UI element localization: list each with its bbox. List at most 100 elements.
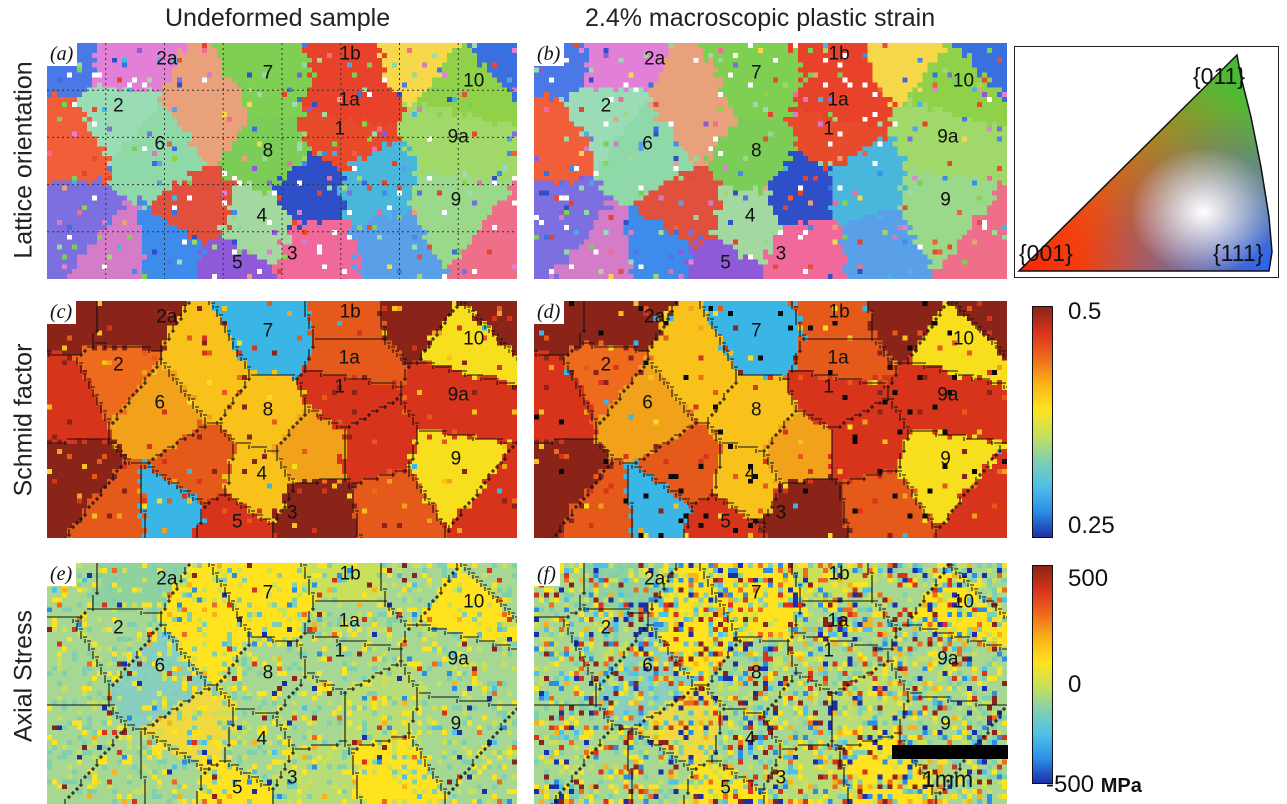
stress-colorbar [1032,565,1053,784]
grain-label-9a: 9a [937,648,959,670]
grain-label-3: 3 [775,243,787,265]
ipf-label-111: {111} [1213,240,1264,266]
grain-label-6: 6 [642,133,653,155]
grain-label-4: 4 [256,463,268,485]
grain-label-8: 8 [262,662,274,684]
grain-label-5: 5 [232,777,243,799]
grain-label-10: 10 [463,70,485,92]
panel-b-lattice-orientation-strained: (b) 2a 1b 7 10 2 1a 1 6 8 9a 4 9 5 3 [534,43,1007,279]
row-label-axial-stress: Axial Stress [9,610,38,742]
grain-boundaries [47,301,517,538]
grain-label-9: 9 [940,189,951,211]
panel-label: (e) [47,563,77,586]
stress-map [534,563,1007,804]
grain-label-2a: 2a [156,48,178,70]
grain-label-9: 9 [450,713,462,735]
grain-label-3: 3 [287,243,298,265]
orientation-map [534,43,1007,279]
grain-label-2: 2 [113,354,124,376]
grain-label-10: 10 [952,328,975,350]
grain-label-9: 9 [940,448,951,470]
grain-label-8: 8 [262,399,274,421]
ipf-label-001: {001} [1019,240,1073,266]
grain-label-5: 5 [720,511,731,533]
grain-label-9a: 9a [447,384,469,406]
grain-boundary-lines [534,563,1007,804]
grain-label-10: 10 [952,591,975,613]
grain-label-1: 1 [334,118,346,140]
grain-label-6: 6 [154,392,166,414]
grain-label-10: 10 [463,591,485,613]
grain-label-8: 8 [751,399,762,421]
stress-colorbar-max: 500 [1068,565,1109,592]
grain-label-3: 3 [775,502,787,524]
panel-label: (b) [534,43,565,66]
grain-boundaries [534,563,1007,804]
grain-boundary-lines [47,563,517,804]
schmid-colorbar-min: 0.25 [1068,512,1115,539]
grain-label-1a: 1a [338,347,360,369]
column-title-undeformed: Undeformed sample [165,4,391,32]
panel-label: (d) [534,301,565,324]
grain-boundaries [47,563,517,804]
grid-overlay [47,43,517,279]
grain-label-2a: 2a [644,48,666,70]
panel-a-lattice-orientation-undeformed: (a) 2a 1b 7 10 2 1a 1 6 8 9a 4 9 5 3 [47,43,517,279]
grain-label-1: 1 [823,640,834,662]
grain-label-3: 3 [287,767,298,789]
scale-bar-label: 1mm [922,766,974,792]
stress-colorbar-min: -500 MPa [1046,773,1142,798]
schmid-colorbar [1032,306,1053,538]
grain-label-1: 1 [823,376,834,398]
grain-label-9a: 9a [937,384,959,406]
row-label-lattice-orientation: Lattice orientation [9,61,38,259]
grain-label-8: 8 [262,140,274,162]
grain-label-1b: 1b [828,563,850,585]
grain-boundary-lines [47,301,517,538]
grain-label-4: 4 [744,205,756,227]
grain-label-1a: 1a [827,347,849,369]
grain-label-2a: 2a [644,306,666,328]
grain-label-4: 4 [744,463,756,485]
grain-label-7: 7 [262,320,274,342]
grain-label-9a: 9a [937,126,959,148]
grain-label-1: 1 [334,376,346,398]
grain-label-1b: 1b [339,563,361,585]
panel-c-schmid-factor-undeformed: (c) 2a 1b 7 10 2 1a 1 6 8 9a 4 9 5 3 [47,301,517,538]
panel-label: (a) [47,43,78,66]
grain-label-1a: 1a [338,89,360,111]
grain-label-1a: 1a [827,89,849,111]
grain-label-6: 6 [642,655,653,677]
stress-unit: MPa [1100,775,1142,797]
grain-label-4: 4 [744,728,756,750]
grain-label-10: 10 [952,70,975,92]
grain-label-1: 1 [823,118,834,140]
scale-bar [892,745,1008,759]
grain-label-5: 5 [232,511,243,533]
row-label-schmid-factor: Schmid factor [9,343,38,497]
ipf-color-key: {011} {001} {111} [1014,46,1279,278]
panel-label: (f) [534,563,560,586]
grain-label-2a: 2a [644,568,666,590]
grain-label-1: 1 [334,640,346,662]
grain-label-6: 6 [154,133,166,155]
grain-label-7: 7 [751,62,762,83]
grain-label-5: 5 [232,252,243,274]
grain-label-3: 3 [287,502,298,524]
grain-label-6: 6 [154,655,166,677]
grain-label-9: 9 [940,713,951,735]
grain-label-2: 2 [113,617,124,639]
grain-label-9: 9 [450,189,462,211]
schmid-colorbar-max: 0.5 [1068,298,1102,325]
grain-label-2: 2 [600,354,612,376]
grain-label-5: 5 [720,777,731,799]
column-title-strained: 2.4% macroscopic plastic strain [585,4,936,32]
grain-label-8: 8 [751,662,762,684]
ipf-triangle [1017,53,1273,272]
grain-label-7: 7 [262,62,274,83]
grain-label-7: 7 [262,582,274,604]
grain-label-1b: 1b [339,301,361,323]
panel-f-axial-stress-strained: (f) 2a 1b 7 10 2 1a 1 6 8 9a 4 9 5 3 [534,563,1007,804]
ipf-label-011: {011} [1193,63,1246,89]
grain-label-3: 3 [775,767,787,789]
